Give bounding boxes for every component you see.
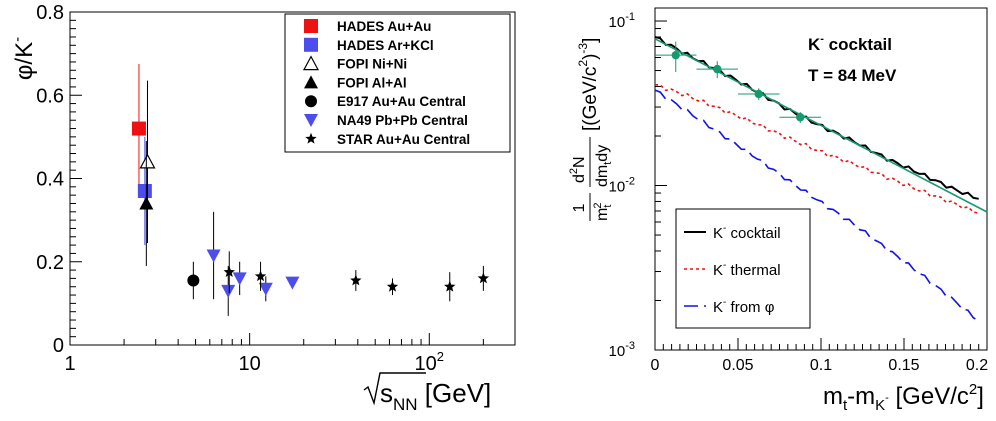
y-tick-label: 10-3: [609, 340, 635, 360]
legend-box: [284, 13, 511, 153]
fit-line: [654, 38, 988, 213]
data-point: [206, 249, 221, 263]
legend: K- cocktail K- thermal K- from φ: [675, 208, 811, 329]
annotation-title: K- cocktail: [808, 33, 892, 54]
data-point: [285, 276, 300, 290]
legend-label: K- from φ: [713, 297, 775, 316]
curve: [654, 35, 979, 200]
x-tick-label: 0.1: [810, 357, 832, 374]
series-e917-au-au-central: [187, 261, 200, 300]
curve: [654, 83, 979, 214]
legend-label: FOPI Al+Al: [337, 75, 407, 90]
series-fopi-al-al: [139, 141, 154, 266]
series-hades-au-au: [131, 64, 146, 194]
data-point: [139, 153, 156, 169]
data-point: [254, 270, 267, 282]
legend-marker: [305, 132, 317, 144]
annotation-temperature: T = 84 MeV: [808, 66, 897, 85]
data-points: [655, 41, 821, 123]
y-label-frac-den: mt2: [592, 202, 614, 221]
legend-label: STAR Au+Au Central: [337, 132, 470, 147]
data-point: [258, 282, 273, 296]
data-point: [671, 50, 680, 60]
series-star-au-au-central: [223, 251, 490, 302]
data-point: [350, 274, 362, 286]
legend-label: K- cocktail: [713, 223, 781, 242]
legend-label: FOPI Ni+Ni: [337, 57, 407, 72]
x-tick-label: 1: [64, 353, 75, 375]
x-axis-label: mt-mK- [GeV/c2]: [823, 381, 984, 414]
legend-marker: [305, 95, 317, 108]
legend: HADES Au+Au HADES Ar+KCl FOPI Ni+Ni FOPI Al…: [284, 13, 511, 153]
legend-label: E917 Au+Au Central: [337, 94, 466, 109]
y-tick-label: 10-1: [609, 11, 635, 31]
x-tick-label: 0: [651, 357, 660, 374]
series-k-thermal: [654, 83, 979, 214]
y-tick-label: 10-2: [609, 176, 635, 196]
y-label-deriv-num: d2N: [568, 156, 588, 183]
data-point: [232, 272, 247, 286]
legend-label: HADES Au+Au: [337, 19, 431, 34]
data-point: [796, 113, 805, 122]
series-k-from-: [654, 89, 980, 322]
data-point: [477, 272, 490, 284]
y-tick-label: 0.2: [36, 252, 64, 274]
legend-marker: [302, 55, 320, 71]
x-tick-label: 0.2: [966, 357, 988, 374]
data-point: [139, 196, 154, 210]
legend-label: HADES Ar+KCl: [337, 38, 434, 53]
sqrt-sign: [363, 372, 426, 406]
curve: [654, 38, 988, 213]
legend-marker: [304, 19, 318, 33]
data-point: [386, 280, 399, 292]
x-axis-label: sNN [GeV]: [380, 378, 491, 414]
y-axis-label: φ/K-: [9, 37, 38, 80]
data-point: [131, 121, 146, 136]
x-tick-label: 102: [415, 349, 444, 375]
y-tick-label: 0.6: [36, 85, 64, 107]
series-na49-pb-pb-central: [206, 211, 300, 316]
legend-marker: [304, 75, 318, 89]
x-tick-label: 10: [239, 353, 261, 375]
legend-marker: [304, 37, 318, 52]
x-tick-label: 0.15: [888, 357, 919, 374]
data-point: [187, 274, 200, 287]
series-hades-ar-kcl: [137, 136, 152, 246]
y-tick-label: 0.8: [36, 2, 64, 24]
y-label-frac-num: 1: [571, 203, 588, 212]
x-tick-label: 0.05: [722, 357, 753, 374]
data-point: [223, 266, 235, 278]
data-point: [713, 64, 722, 74]
y-tick-label: 0.4: [36, 169, 64, 191]
legend-label: K- thermal: [713, 260, 781, 279]
data-point: [444, 280, 456, 292]
series-k-cocktail: [654, 35, 979, 200]
y-label-unit: [(GeV/c2)-3]: [576, 38, 601, 131]
series-fopi-ni-ni: [139, 80, 156, 244]
phi-over-k-chart: 1 10 102 0 0.2 0.4 0.6 0.8 φ/K-sNN [GeV] HADES Au…: [9, 2, 516, 414]
curve: [654, 89, 980, 322]
data-point: [137, 183, 152, 198]
legend-marker: [304, 114, 318, 127]
legend-label: NA49 Pb+Pb Central: [337, 113, 468, 128]
data-point: [754, 89, 763, 99]
data-point: [221, 284, 236, 298]
y-label-deriv-den: dmtdy: [594, 145, 614, 187]
y-tick-label: 0: [53, 335, 64, 357]
